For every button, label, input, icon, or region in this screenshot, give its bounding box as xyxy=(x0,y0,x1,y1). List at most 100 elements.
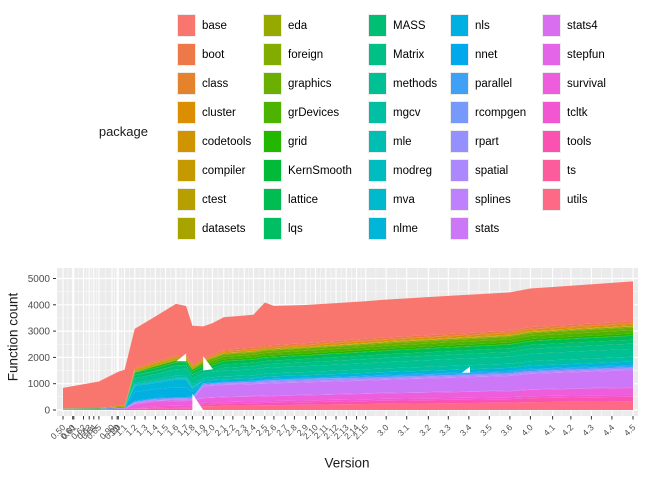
legend-item-MASS: MASS xyxy=(368,14,437,37)
legend-item-mva: mva xyxy=(368,188,437,211)
legend-label: nls xyxy=(475,19,490,32)
x-tick-label: 4.1 xyxy=(542,422,558,438)
legend-key-swatch xyxy=(450,43,469,66)
area-tcltk xyxy=(63,394,633,410)
legend-item-grid: grid xyxy=(263,130,352,153)
legend-key-swatch xyxy=(542,159,561,182)
legend-label: eda xyxy=(288,19,308,32)
legend-item-ctest: ctest xyxy=(177,188,251,211)
area-survival xyxy=(63,388,633,410)
area-ts xyxy=(63,401,633,410)
legend-key-swatch xyxy=(450,130,469,153)
legend-item-lattice: lattice xyxy=(263,188,352,211)
area-Matrix xyxy=(63,343,633,409)
x-tick-label: 3.4 xyxy=(458,422,474,438)
legend-item-Matrix: Matrix xyxy=(368,43,437,66)
y-tick-label: 5000 xyxy=(28,274,51,285)
legend-label: stats4 xyxy=(567,19,598,32)
legend-label: utils xyxy=(567,193,588,206)
legend-label: tcltk xyxy=(567,106,588,119)
x-tick-label: 4.5 xyxy=(622,422,638,438)
legend-key-swatch xyxy=(450,14,469,37)
legend-item-grDevices: grDevices xyxy=(263,101,352,124)
legend-label: grid xyxy=(288,135,308,148)
legend-key-swatch xyxy=(177,217,196,240)
x-tick-label: 3.5 xyxy=(478,422,494,438)
y-tick-label: 0 xyxy=(44,406,50,417)
area-utils xyxy=(63,401,633,410)
legend-item-nlme: nlme xyxy=(368,217,437,240)
x-tick-label: 3.1 xyxy=(396,422,412,438)
legend-label: datasets xyxy=(202,222,246,235)
legend-item-datasets: datasets xyxy=(177,217,251,240)
legend-label: stepfun xyxy=(567,48,605,61)
legend-key-swatch xyxy=(177,188,196,211)
legend-item-foreign: foreign xyxy=(263,43,352,66)
legend-item-rcompgen: rcompgen xyxy=(450,101,526,124)
stacked-area-chart: 0.50 0.60 0.61 0.62 0.63 0.64 0.65 0.90 0.99 1.0 1… xyxy=(0,255,672,480)
legend-title: package xyxy=(98,124,148,139)
legend-key-swatch xyxy=(177,43,196,66)
legend-item-stats: stats xyxy=(450,217,526,240)
legend-column: eda foreign graphics grDevices grid KernSmoot… xyxy=(263,14,352,246)
area-methods xyxy=(63,348,633,409)
x-tick-label: 4.2 xyxy=(560,422,576,438)
legend-key-swatch xyxy=(450,72,469,95)
legend-label: nnet xyxy=(475,48,498,61)
legend-label: survival xyxy=(567,77,606,90)
legend-key-swatch xyxy=(368,217,387,240)
legend-key-swatch xyxy=(263,101,282,124)
area-mgcv xyxy=(63,356,633,409)
area-stats xyxy=(63,370,633,410)
legend-label: tools xyxy=(567,135,592,148)
legend-key-swatch xyxy=(368,14,387,37)
legend-key-swatch xyxy=(542,130,561,153)
legend-item-methods: methods xyxy=(368,72,437,95)
legend-label: stats xyxy=(475,222,500,235)
legend-item-eda: eda xyxy=(263,14,352,37)
area-base xyxy=(63,281,633,409)
legend-key-swatch xyxy=(263,188,282,211)
legend-label: codetools xyxy=(202,135,252,148)
legend-key-swatch xyxy=(368,101,387,124)
legend-label: graphics xyxy=(288,77,332,90)
legend-label: ctest xyxy=(202,193,227,206)
legend-item-graphics: graphics xyxy=(263,72,352,95)
area-gap xyxy=(462,366,470,373)
legend-item-codetools: codetools xyxy=(177,130,251,153)
legend-label: mva xyxy=(393,193,415,206)
legend-item-nls: nls xyxy=(450,14,526,37)
area-nlme xyxy=(63,361,633,410)
legend-key-swatch xyxy=(263,72,282,95)
legend-label: base xyxy=(202,19,227,32)
legend-item-spatial: spatial xyxy=(450,159,526,182)
legend-key-swatch xyxy=(450,159,469,182)
x-axis-title: Version xyxy=(324,455,370,471)
legend-key-swatch xyxy=(368,159,387,182)
legend-label: parallel xyxy=(475,77,513,90)
legend-key-swatch xyxy=(177,14,196,37)
x-tick-label: 3.2 xyxy=(417,422,433,438)
legend-label: mle xyxy=(393,135,412,148)
x-tick-label: 4.4 xyxy=(601,422,617,438)
legend-key-swatch xyxy=(542,14,561,37)
legend-key-swatch xyxy=(368,43,387,66)
y-tick-label: 4000 xyxy=(28,300,51,311)
legend-key-swatch xyxy=(177,72,196,95)
legend-label: rcompgen xyxy=(475,106,527,119)
legend-item-cluster: cluster xyxy=(177,101,251,124)
legend-item-compiler: compiler xyxy=(177,159,251,182)
legend-label: class xyxy=(202,77,229,90)
legend-key-swatch xyxy=(177,101,196,124)
legend-key-swatch xyxy=(450,217,469,240)
legend-key-swatch xyxy=(263,217,282,240)
legend-item-tools: tools xyxy=(542,130,606,153)
area-gap xyxy=(192,393,204,410)
legend-item-stepfun: stepfun xyxy=(542,43,606,66)
x-tick-label: 3.3 xyxy=(437,422,453,438)
legend-label: lattice xyxy=(288,193,319,206)
legend-item-lqs: lqs xyxy=(263,217,352,240)
legend-key-swatch xyxy=(368,130,387,153)
legend-item-boot: boot xyxy=(177,43,251,66)
legend-item-parallel: parallel xyxy=(450,72,526,95)
